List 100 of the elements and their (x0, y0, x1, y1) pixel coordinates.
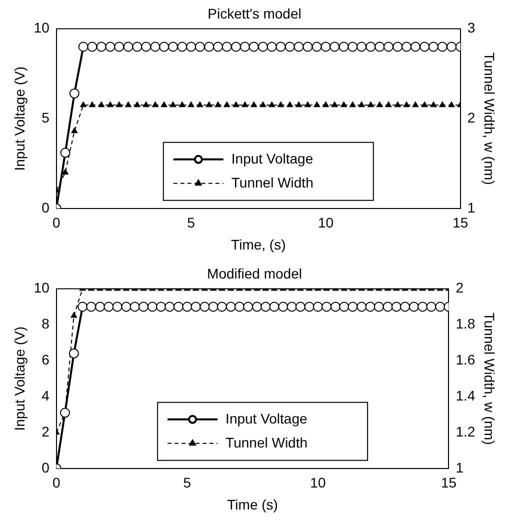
y2-axis-title: Tunnel Width, w (nm) (482, 312, 498, 445)
point (322, 302, 332, 312)
legend-label: Input Voltage (226, 410, 308, 426)
point (366, 42, 376, 52)
point (80, 102, 86, 108)
point (276, 42, 286, 52)
point (123, 42, 134, 52)
point (314, 102, 320, 108)
point (412, 102, 419, 108)
point (134, 102, 140, 108)
point (105, 42, 116, 52)
y2-tick-label: 2 (456, 280, 464, 296)
point (208, 302, 218, 312)
point (141, 42, 152, 52)
point (418, 302, 428, 312)
point (188, 102, 194, 108)
point (224, 102, 230, 108)
point (302, 42, 313, 52)
point (182, 302, 192, 312)
legend-label: Tunnel Width (231, 174, 314, 190)
y-tick-label: 0 (42, 199, 50, 216)
point (194, 42, 205, 52)
y2-tick-label: 1 (467, 199, 476, 216)
point (356, 42, 367, 52)
chart-title: Modified model (207, 265, 302, 282)
point (222, 42, 232, 52)
point (186, 42, 196, 52)
point (159, 42, 170, 52)
point (339, 302, 350, 312)
y-tick-label: 4 (42, 387, 50, 404)
point (286, 102, 294, 108)
point (304, 102, 311, 108)
point (420, 42, 430, 52)
point (400, 302, 410, 312)
y-tick-label: 2 (42, 423, 50, 440)
x-tick-label: 10 (318, 214, 334, 231)
point (408, 302, 419, 312)
point (86, 302, 96, 312)
x-tick-label: 0 (52, 474, 60, 491)
point (161, 102, 168, 108)
point (330, 42, 340, 52)
point (348, 302, 358, 312)
x-axis-title: Time, (s) (231, 236, 286, 252)
point (391, 302, 402, 312)
point (385, 102, 392, 108)
point (286, 302, 297, 312)
point (374, 42, 385, 52)
point (439, 102, 446, 108)
point (214, 102, 222, 108)
point (350, 102, 356, 108)
y2-tick-label: 1 (456, 459, 464, 476)
y-tick-label: 0 (42, 459, 50, 476)
point (338, 42, 349, 52)
point (62, 168, 68, 174)
point (394, 102, 401, 108)
point (226, 302, 236, 312)
point (437, 42, 448, 52)
point (121, 302, 132, 312)
point (332, 102, 338, 108)
point (216, 302, 227, 312)
y2-tick-label: 1.8 (456, 316, 476, 332)
point (356, 302, 367, 312)
point (320, 42, 331, 52)
point (278, 102, 284, 108)
point (114, 42, 124, 52)
y-tick-label: 10 (34, 280, 50, 296)
point (196, 102, 204, 108)
point (231, 42, 242, 52)
point (204, 42, 214, 52)
point (428, 42, 438, 52)
point (248, 42, 259, 52)
y-tick-label: 6 (42, 352, 50, 368)
chart-title: Pickett's model (208, 5, 302, 22)
point (296, 102, 302, 108)
y-tick-label: 5 (42, 109, 50, 126)
point (174, 302, 184, 312)
point (242, 102, 248, 108)
point (200, 302, 210, 312)
point (268, 102, 275, 108)
point (164, 302, 175, 312)
point (260, 302, 271, 312)
x-tick-label: 5 (187, 214, 196, 231)
x-axis-title: Time (s) (227, 496, 278, 512)
point (240, 42, 250, 52)
point (150, 42, 160, 52)
point (295, 302, 306, 312)
point (435, 302, 446, 312)
point (69, 88, 80, 98)
y2-tick-label: 3 (467, 20, 476, 36)
point (269, 302, 280, 312)
point (358, 102, 365, 108)
y2-tick-label: 1.2 (456, 423, 476, 440)
point (426, 302, 436, 312)
point (250, 102, 257, 108)
point (383, 42, 394, 52)
x-tick-label: 15 (452, 214, 468, 231)
point (95, 302, 106, 312)
point (142, 102, 150, 108)
y2-tick-label: 1.4 (456, 387, 476, 404)
point (322, 102, 329, 108)
